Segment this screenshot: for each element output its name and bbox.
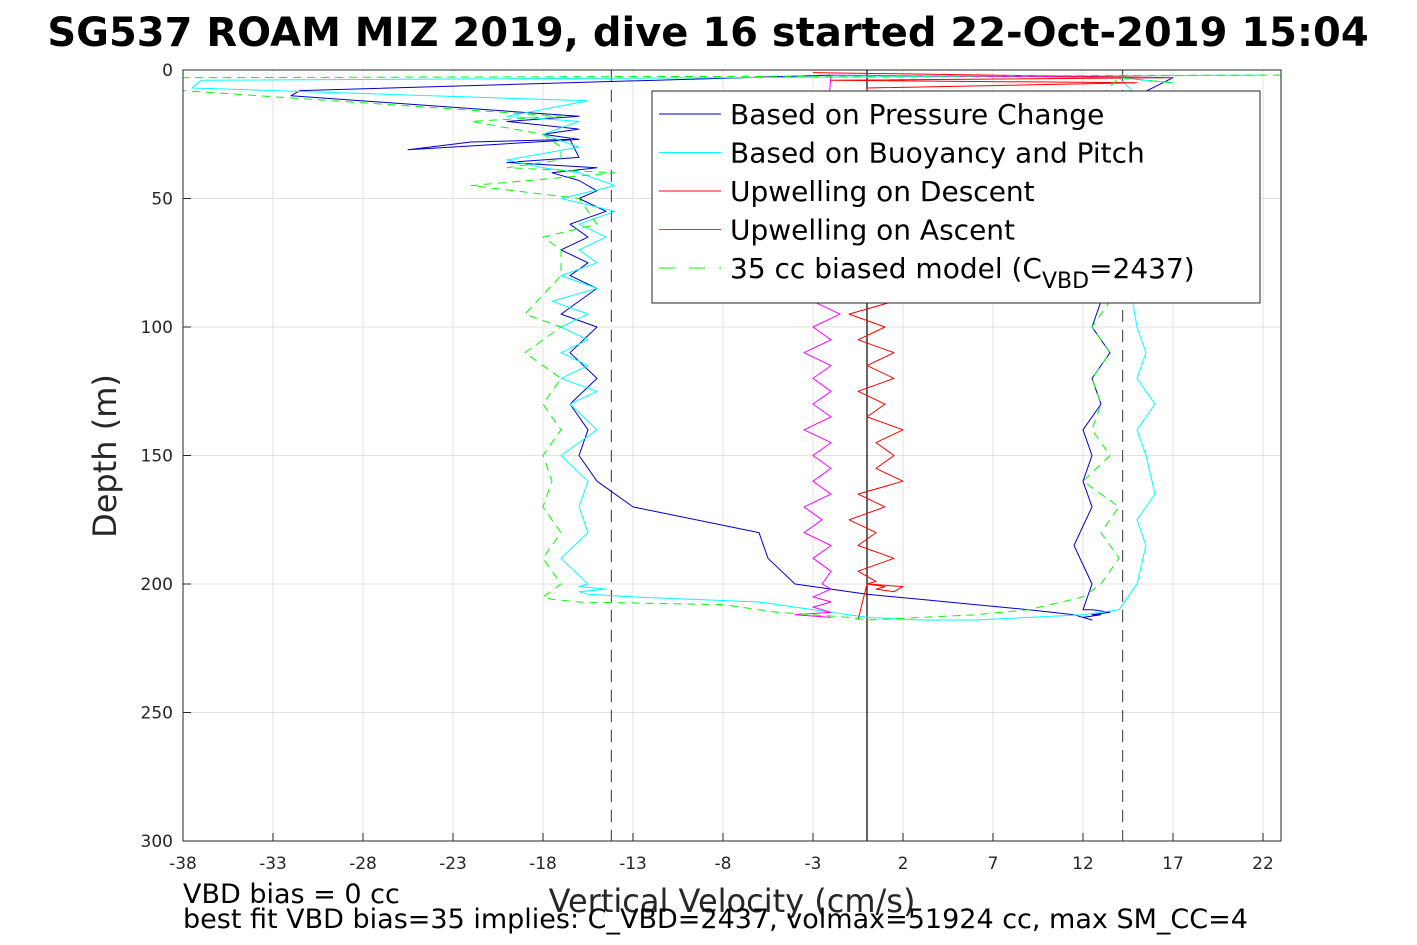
x-tick-label-4: -18 xyxy=(529,854,557,874)
series-lines xyxy=(182,72,1282,621)
series-line-2 xyxy=(812,72,1174,621)
best-fit-note: best fit VBD bias=35 implies: C_VBD=2437… xyxy=(183,904,1248,935)
y-tick-label-4: 200 xyxy=(141,575,173,595)
legend-label-3: Upwelling on Ascent xyxy=(730,214,1015,247)
legend-box xyxy=(651,90,1261,304)
x-tick-label-12: 22 xyxy=(1252,854,1274,874)
series-line-3 xyxy=(794,74,1156,618)
y-tick-label-5: 250 xyxy=(141,704,173,724)
chart-title: SG537 ROAM MIZ 2019, dive 16 started 22-… xyxy=(47,10,1368,56)
legend-label-0: Based on Pressure Change xyxy=(730,98,1104,131)
x-tick-label-2: -28 xyxy=(349,854,377,874)
y-tick-label-2: 100 xyxy=(141,318,173,338)
x-tick-label-7: -3 xyxy=(805,854,822,874)
x-tick-label-9: 7 xyxy=(988,854,999,874)
x-tick-label-8: 2 xyxy=(898,854,909,874)
legend-label-4: 35 cc biased model (CVBD=2437) xyxy=(730,252,1195,294)
x-tick-label-3: -23 xyxy=(439,854,467,874)
x-tick-label-11: 17 xyxy=(1162,854,1184,874)
y-tick-label-0: 0 xyxy=(162,61,173,81)
x-tick-label-6: -8 xyxy=(715,854,732,874)
y-tick-labels: 0 50 100 150 200 250 300 xyxy=(141,61,191,852)
y-axis-label: Depth (m) xyxy=(86,374,124,538)
x-axis-label: Vertical Velocity (cm/s) xyxy=(549,882,916,920)
x-tick-label-5: -13 xyxy=(619,854,647,874)
y-tick-label-3: 150 xyxy=(141,447,173,467)
legend-label-2: Upwelling on Descent xyxy=(730,175,1035,208)
y-tick-label-1: 50 xyxy=(151,190,173,210)
series-line-1 xyxy=(191,74,1264,621)
x-tick-label-1: -33 xyxy=(259,854,287,874)
legend-label-1: Based on Buoyancy and Pitch xyxy=(730,137,1145,170)
series-line-4 xyxy=(182,74,1282,621)
x-tick-labels: -38 -33 -28 -23 -18 -13 -8 -3 2 7 12 17 22 xyxy=(169,833,1274,874)
legend: Based on Pressure Change Based on Buoyanc… xyxy=(651,90,1261,304)
y-tick-label-6: 300 xyxy=(141,832,173,852)
vbd-bias-note: VBD bias = 0 cc xyxy=(183,879,400,910)
x-tick-label-10: 12 xyxy=(1072,854,1094,874)
x-tick-label-0: -38 xyxy=(169,854,197,874)
